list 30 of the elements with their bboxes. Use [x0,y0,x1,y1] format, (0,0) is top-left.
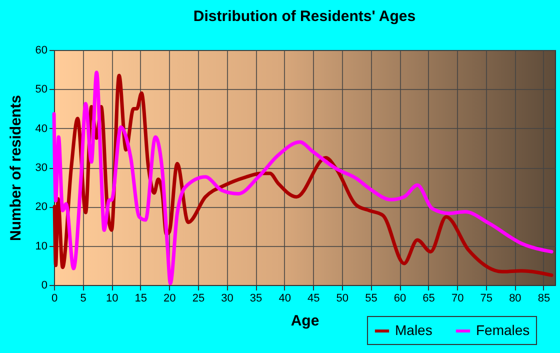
legend-label: Females [476,322,530,338]
x-tick-label: 70 [451,292,464,304]
x-tick-label: 80 [509,292,522,304]
y-tick-label: 10 [35,240,48,252]
x-tick-label: 30 [221,292,234,304]
y-tick-label: 30 [35,162,48,174]
x-tick-label: 25 [192,292,205,304]
y-axis-title: Number of residents [7,95,24,241]
x-tick-label: 15 [134,292,148,304]
x-tick-label: 85 [538,292,550,304]
x-tick-label: 20 [164,292,176,304]
x-tick-label: 10 [106,292,118,304]
x-tick-label: 75 [480,292,493,304]
y-tick-label: 60 [35,44,48,56]
legend-label: Males [395,322,432,338]
y-tick-label: 0 [41,280,48,292]
x-tick-label: 60 [394,292,406,304]
y-tick-label: 40 [35,122,48,135]
y-tick-label: 20 [35,201,48,214]
x-tick-label: 0 [51,292,58,304]
x-tick-label: 5 [80,292,86,304]
x-tick-label: 35 [250,292,262,304]
x-tick-label: 40 [278,292,291,304]
x-tick-label: 65 [422,292,435,304]
x-axis-title: Age [290,312,320,330]
chart-title: Distribution of Residents' Ages [193,8,416,25]
x-tick-label: 50 [336,292,349,304]
x-tick-label: 45 [308,292,320,304]
y-tick-label: 50 [35,84,48,96]
x-tick-label: 55 [365,292,378,304]
